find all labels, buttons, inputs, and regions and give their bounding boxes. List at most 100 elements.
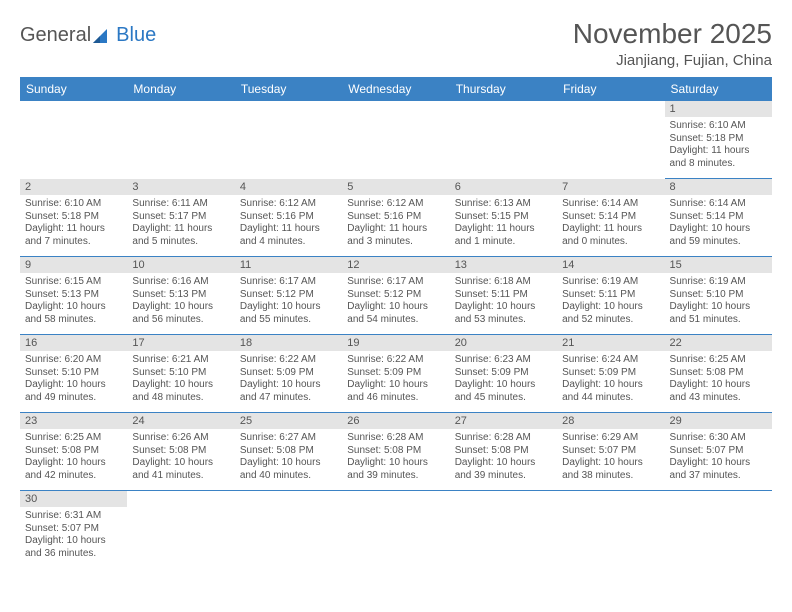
- sunrise-text: Sunrise: 6:19 AM: [670, 276, 767, 289]
- day-details: Sunrise: 6:28 AMSunset: 5:08 PMDaylight:…: [342, 429, 449, 486]
- sunset-text: Sunset: 5:08 PM: [347, 445, 444, 458]
- sunset-text: Sunset: 5:10 PM: [670, 289, 767, 302]
- daylight-text: Daylight: 11 hours and 3 minutes.: [347, 223, 444, 248]
- daylight-text: Daylight: 11 hours and 0 minutes.: [562, 223, 659, 248]
- calendar-week-row: 9Sunrise: 6:15 AMSunset: 5:13 PMDaylight…: [20, 257, 772, 335]
- weekday-header: Wednesday: [342, 77, 449, 101]
- day-number: 17: [127, 335, 234, 351]
- sail-icon: [93, 27, 115, 45]
- daylight-text: Daylight: 10 hours and 52 minutes.: [562, 301, 659, 326]
- day-number: 3: [127, 179, 234, 195]
- day-number: 11: [235, 257, 342, 273]
- sunrise-text: Sunrise: 6:29 AM: [562, 432, 659, 445]
- day-number: 12: [342, 257, 449, 273]
- sunset-text: Sunset: 5:08 PM: [670, 367, 767, 380]
- calendar-empty-cell: [342, 101, 449, 179]
- calendar-empty-cell: [20, 101, 127, 179]
- day-details: Sunrise: 6:11 AMSunset: 5:17 PMDaylight:…: [127, 195, 234, 252]
- day-details: Sunrise: 6:17 AMSunset: 5:12 PMDaylight:…: [235, 273, 342, 330]
- day-number: 2: [20, 179, 127, 195]
- calendar-day-cell: 26Sunrise: 6:28 AMSunset: 5:08 PMDayligh…: [342, 413, 449, 491]
- sunset-text: Sunset: 5:14 PM: [670, 211, 767, 224]
- calendar-body: 1Sunrise: 6:10 AMSunset: 5:18 PMDaylight…: [20, 101, 772, 569]
- calendar-empty-cell: [127, 101, 234, 179]
- day-number: 7: [557, 179, 664, 195]
- day-details: Sunrise: 6:29 AMSunset: 5:07 PMDaylight:…: [557, 429, 664, 486]
- day-details: Sunrise: 6:10 AMSunset: 5:18 PMDaylight:…: [20, 195, 127, 252]
- weekday-header: Sunday: [20, 77, 127, 101]
- sunrise-text: Sunrise: 6:30 AM: [670, 432, 767, 445]
- calendar-day-cell: 2Sunrise: 6:10 AMSunset: 5:18 PMDaylight…: [20, 179, 127, 257]
- calendar-day-cell: 28Sunrise: 6:29 AMSunset: 5:07 PMDayligh…: [557, 413, 664, 491]
- calendar-week-row: 16Sunrise: 6:20 AMSunset: 5:10 PMDayligh…: [20, 335, 772, 413]
- daylight-text: Daylight: 10 hours and 51 minutes.: [670, 301, 767, 326]
- day-number: 13: [450, 257, 557, 273]
- calendar-day-cell: 29Sunrise: 6:30 AMSunset: 5:07 PMDayligh…: [665, 413, 772, 491]
- sunrise-text: Sunrise: 6:10 AM: [670, 120, 767, 133]
- sunrise-text: Sunrise: 6:20 AM: [25, 354, 122, 367]
- day-number: 27: [450, 413, 557, 429]
- day-number: 8: [665, 179, 772, 195]
- daylight-text: Daylight: 10 hours and 47 minutes.: [240, 379, 337, 404]
- day-details: Sunrise: 6:17 AMSunset: 5:12 PMDaylight:…: [342, 273, 449, 330]
- daylight-text: Daylight: 10 hours and 42 minutes.: [25, 457, 122, 482]
- sunset-text: Sunset: 5:08 PM: [455, 445, 552, 458]
- daylight-text: Daylight: 10 hours and 43 minutes.: [670, 379, 767, 404]
- day-details: Sunrise: 6:14 AMSunset: 5:14 PMDaylight:…: [557, 195, 664, 252]
- calendar-table: SundayMondayTuesdayWednesdayThursdayFrid…: [20, 77, 772, 569]
- day-details: Sunrise: 6:12 AMSunset: 5:16 PMDaylight:…: [235, 195, 342, 252]
- day-number: 4: [235, 179, 342, 195]
- sunset-text: Sunset: 5:08 PM: [25, 445, 122, 458]
- day-number: 23: [20, 413, 127, 429]
- month-title: November 2025: [573, 18, 772, 50]
- calendar-day-cell: 20Sunrise: 6:23 AMSunset: 5:09 PMDayligh…: [450, 335, 557, 413]
- calendar-day-cell: 8Sunrise: 6:14 AMSunset: 5:14 PMDaylight…: [665, 179, 772, 257]
- day-number: 19: [342, 335, 449, 351]
- calendar-week-row: 23Sunrise: 6:25 AMSunset: 5:08 PMDayligh…: [20, 413, 772, 491]
- location: Jianjiang, Fujian, China: [573, 52, 772, 69]
- calendar-day-cell: 16Sunrise: 6:20 AMSunset: 5:10 PMDayligh…: [20, 335, 127, 413]
- day-details: Sunrise: 6:31 AMSunset: 5:07 PMDaylight:…: [20, 507, 127, 564]
- sunset-text: Sunset: 5:13 PM: [25, 289, 122, 302]
- day-number: 25: [235, 413, 342, 429]
- sunset-text: Sunset: 5:16 PM: [347, 211, 444, 224]
- calendar-day-cell: 23Sunrise: 6:25 AMSunset: 5:08 PMDayligh…: [20, 413, 127, 491]
- calendar-day-cell: 22Sunrise: 6:25 AMSunset: 5:08 PMDayligh…: [665, 335, 772, 413]
- day-details: Sunrise: 6:24 AMSunset: 5:09 PMDaylight:…: [557, 351, 664, 408]
- daylight-text: Daylight: 10 hours and 39 minutes.: [347, 457, 444, 482]
- sunset-text: Sunset: 5:10 PM: [132, 367, 229, 380]
- calendar-day-cell: 9Sunrise: 6:15 AMSunset: 5:13 PMDaylight…: [20, 257, 127, 335]
- calendar-day-cell: 4Sunrise: 6:12 AMSunset: 5:16 PMDaylight…: [235, 179, 342, 257]
- day-details: Sunrise: 6:25 AMSunset: 5:08 PMDaylight:…: [20, 429, 127, 486]
- day-number: 24: [127, 413, 234, 429]
- calendar-empty-cell: [450, 101, 557, 179]
- sunrise-text: Sunrise: 6:12 AM: [347, 198, 444, 211]
- sunset-text: Sunset: 5:08 PM: [132, 445, 229, 458]
- calendar-day-cell: 30Sunrise: 6:31 AMSunset: 5:07 PMDayligh…: [20, 491, 127, 569]
- day-details: Sunrise: 6:16 AMSunset: 5:13 PMDaylight:…: [127, 273, 234, 330]
- sunset-text: Sunset: 5:11 PM: [455, 289, 552, 302]
- calendar-week-row: 2Sunrise: 6:10 AMSunset: 5:18 PMDaylight…: [20, 179, 772, 257]
- brand-logo: General Blue: [20, 24, 156, 47]
- sunrise-text: Sunrise: 6:22 AM: [347, 354, 444, 367]
- sunrise-text: Sunrise: 6:23 AM: [455, 354, 552, 367]
- calendar-empty-cell: [557, 101, 664, 179]
- weekday-header-row: SundayMondayTuesdayWednesdayThursdayFrid…: [20, 77, 772, 101]
- daylight-text: Daylight: 10 hours and 48 minutes.: [132, 379, 229, 404]
- day-number: 30: [20, 491, 127, 507]
- sunset-text: Sunset: 5:15 PM: [455, 211, 552, 224]
- sunset-text: Sunset: 5:09 PM: [240, 367, 337, 380]
- sunrise-text: Sunrise: 6:22 AM: [240, 354, 337, 367]
- calendar-day-cell: 27Sunrise: 6:28 AMSunset: 5:08 PMDayligh…: [450, 413, 557, 491]
- day-details: Sunrise: 6:19 AMSunset: 5:11 PMDaylight:…: [557, 273, 664, 330]
- day-details: Sunrise: 6:27 AMSunset: 5:08 PMDaylight:…: [235, 429, 342, 486]
- daylight-text: Daylight: 10 hours and 40 minutes.: [240, 457, 337, 482]
- calendar-day-cell: 1Sunrise: 6:10 AMSunset: 5:18 PMDaylight…: [665, 101, 772, 179]
- day-number: 28: [557, 413, 664, 429]
- calendar-day-cell: 11Sunrise: 6:17 AMSunset: 5:12 PMDayligh…: [235, 257, 342, 335]
- day-number: 21: [557, 335, 664, 351]
- day-number: 22: [665, 335, 772, 351]
- sunrise-text: Sunrise: 6:24 AM: [562, 354, 659, 367]
- calendar-empty-cell: [665, 491, 772, 569]
- day-number: 16: [20, 335, 127, 351]
